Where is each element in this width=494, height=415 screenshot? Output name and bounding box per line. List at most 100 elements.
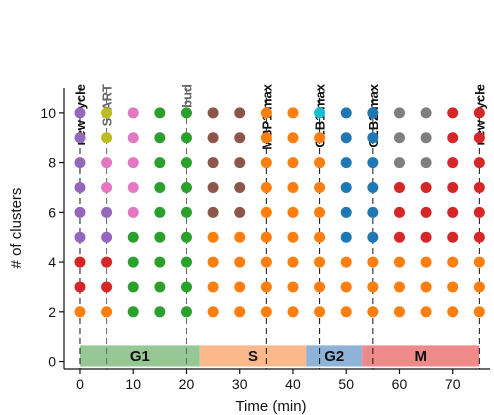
data-point	[154, 281, 166, 293]
data-point	[101, 281, 113, 293]
data-point	[340, 206, 352, 218]
data-point	[473, 107, 485, 119]
data-point	[234, 256, 246, 268]
data-point	[101, 107, 113, 119]
data-point	[74, 132, 86, 144]
data-point	[287, 107, 299, 119]
data-point	[234, 306, 246, 318]
data-point	[260, 256, 272, 268]
data-point	[340, 306, 352, 318]
data-point	[154, 181, 166, 193]
data-point	[340, 181, 352, 193]
data-point	[367, 132, 379, 144]
data-point	[393, 281, 405, 293]
data-point	[154, 306, 166, 318]
data-point	[207, 256, 219, 268]
data-point	[473, 256, 485, 268]
data-point	[420, 231, 432, 243]
data-point	[180, 256, 192, 268]
data-point	[127, 231, 139, 243]
data-point	[367, 231, 379, 243]
x-tick-label: 0	[76, 376, 84, 392]
data-point	[447, 132, 459, 144]
x-tick-label: 60	[392, 376, 408, 392]
data-point	[314, 206, 326, 218]
data-point	[367, 107, 379, 119]
phase-label-m: M	[415, 348, 428, 365]
data-point	[420, 107, 432, 119]
data-point	[393, 181, 405, 193]
data-point	[287, 256, 299, 268]
y-tick-label: 6	[48, 204, 56, 220]
data-point	[367, 281, 379, 293]
phase-bar-s	[199, 345, 307, 367]
data-point	[287, 132, 299, 144]
phase-bar-m	[362, 345, 480, 367]
data-point	[74, 157, 86, 169]
y-tick-label: 0	[48, 354, 56, 370]
data-point	[260, 157, 272, 169]
data-point	[367, 256, 379, 268]
phase-label-g2: G2	[324, 348, 344, 365]
x-tick-label: 40	[285, 376, 301, 392]
data-point	[234, 157, 246, 169]
x-tick-label: 70	[445, 376, 461, 392]
data-point	[74, 281, 86, 293]
data-points	[74, 107, 485, 318]
data-point	[473, 157, 485, 169]
data-point	[154, 107, 166, 119]
data-point	[287, 157, 299, 169]
data-point	[74, 306, 86, 318]
marker-label: bud	[179, 84, 194, 108]
data-point	[101, 256, 113, 268]
data-point	[473, 306, 485, 318]
data-point	[180, 157, 192, 169]
data-point	[287, 281, 299, 293]
data-point	[314, 181, 326, 193]
data-point	[101, 231, 113, 243]
data-point	[260, 231, 272, 243]
data-point	[393, 306, 405, 318]
data-point	[127, 281, 139, 293]
data-point	[393, 132, 405, 144]
data-point	[180, 181, 192, 193]
data-point	[234, 206, 246, 218]
data-point	[473, 181, 485, 193]
data-point	[74, 206, 86, 218]
data-point	[420, 256, 432, 268]
data-point	[287, 306, 299, 318]
data-point	[74, 107, 86, 119]
data-point	[420, 206, 432, 218]
data-point	[393, 107, 405, 119]
data-point	[340, 281, 352, 293]
data-point	[340, 231, 352, 243]
data-point	[340, 107, 352, 119]
data-point	[447, 206, 459, 218]
data-point	[367, 157, 379, 169]
data-point	[180, 132, 192, 144]
data-point	[367, 206, 379, 218]
data-point	[154, 206, 166, 218]
data-point	[260, 132, 272, 144]
y-tick-label: 8	[48, 155, 56, 171]
data-point	[127, 181, 139, 193]
data-point	[127, 206, 139, 218]
data-point	[180, 206, 192, 218]
data-point	[101, 181, 113, 193]
data-point	[420, 181, 432, 193]
data-point	[260, 306, 272, 318]
data-point	[101, 306, 113, 318]
data-point	[287, 181, 299, 193]
data-point	[314, 231, 326, 243]
data-point	[393, 206, 405, 218]
data-point	[367, 181, 379, 193]
data-point	[207, 206, 219, 218]
data-point	[127, 256, 139, 268]
x-tick-label: 10	[125, 376, 141, 392]
data-point	[420, 306, 432, 318]
data-point	[314, 256, 326, 268]
data-point	[420, 132, 432, 144]
data-point	[127, 157, 139, 169]
data-point	[260, 281, 272, 293]
